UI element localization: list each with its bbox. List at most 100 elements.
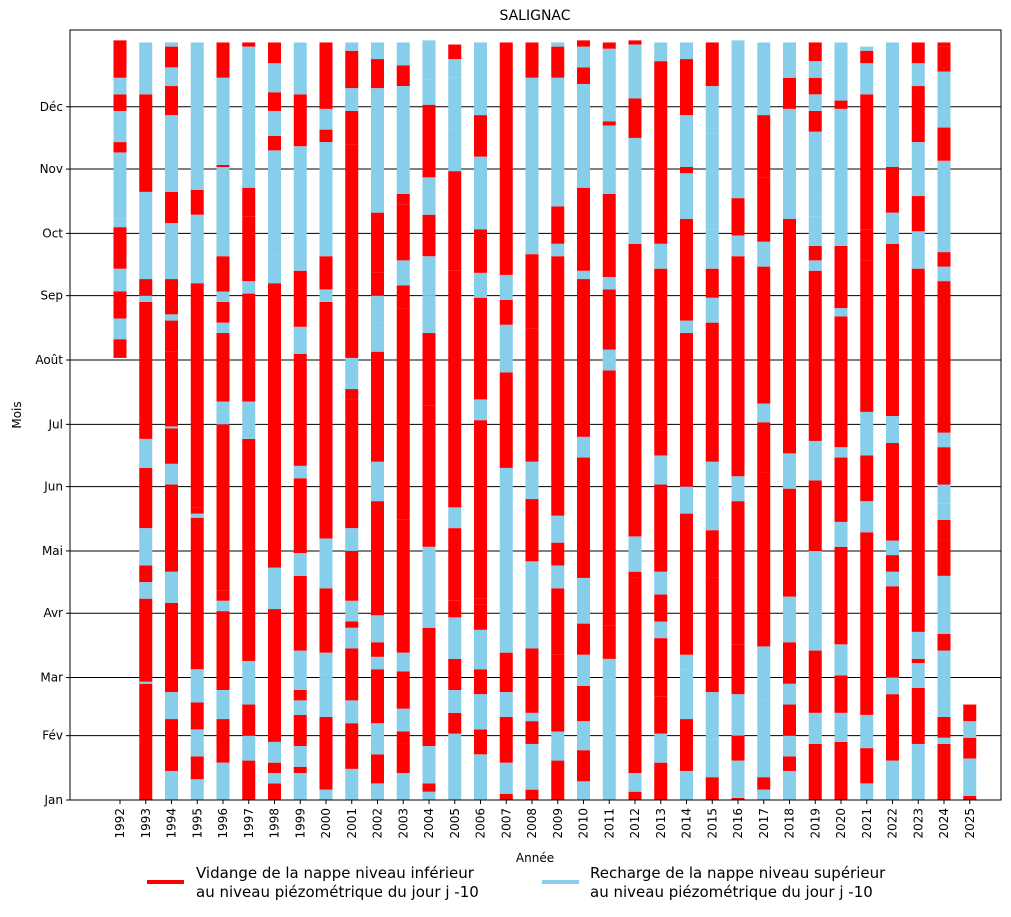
bar-segment-recharge <box>602 48 616 122</box>
bar-segment-vidange <box>216 611 230 690</box>
bar-segment-vidange <box>834 457 848 522</box>
bar-segment-vidange <box>757 550 771 614</box>
bar-segment-recharge <box>268 150 281 255</box>
bar-segment-recharge <box>937 432 951 448</box>
bar-segment-recharge <box>937 71 951 101</box>
bar-segment-vidange <box>474 115 487 157</box>
bar-segment-vidange <box>345 144 359 167</box>
bar-segment-recharge <box>396 652 410 672</box>
bar-segment-recharge <box>577 577 590 624</box>
bar-segment-recharge <box>783 453 796 489</box>
bar-segment-vidange <box>448 712 462 734</box>
bar-2025 <box>963 704 977 800</box>
bar-segment-recharge <box>628 536 642 572</box>
bar-segment-recharge <box>783 621 796 643</box>
bar-segment-vidange <box>808 743 822 800</box>
bar-2003 <box>396 42 410 800</box>
bar-segment-vidange <box>551 588 565 655</box>
legend-label-vidange-line1: Vidange de la nappe niveau inférieur <box>196 864 475 882</box>
bar-segment-vidange <box>654 638 668 697</box>
bar-2019 <box>808 42 822 800</box>
bar-segment-recharge <box>937 606 951 634</box>
x-axis-label: Année <box>516 851 554 865</box>
bar-segment-vidange <box>216 256 230 292</box>
bar-segment-vidange <box>628 577 642 774</box>
y-tick-label: Mai <box>42 544 63 558</box>
bar-segment-vidange <box>757 177 771 242</box>
x-tick-label: 1995 <box>190 808 204 839</box>
bar-segment-vidange <box>165 191 178 224</box>
bar-segment-vidange <box>783 218 796 454</box>
bar-segment-vidange <box>654 484 668 572</box>
x-tick-label: 2011 <box>602 808 616 839</box>
bar-segment-vidange <box>705 322 719 462</box>
bar-segment-vidange <box>525 42 539 78</box>
bar-segment-recharge <box>834 447 848 458</box>
bar-segment-recharge <box>268 254 281 284</box>
bar-segment-vidange <box>242 293 256 402</box>
bar-segment-vidange <box>860 455 874 502</box>
bar-segment-recharge <box>371 295 384 323</box>
bar-segment-vidange <box>474 297 487 400</box>
bar-segment-recharge <box>448 507 462 529</box>
bar-segment-vidange <box>345 723 359 769</box>
bar-segment-vidange <box>474 604 487 630</box>
bar-segment-recharge <box>937 503 951 520</box>
bar-segment-vidange <box>242 438 256 661</box>
bar-segment-vidange <box>937 252 951 267</box>
bar-segment-recharge <box>963 721 977 738</box>
bar-segment-recharge <box>113 77 127 95</box>
bar-segment-vidange <box>216 424 230 591</box>
bar-segment-recharge <box>268 741 281 763</box>
bar-segment-vidange <box>834 100 848 109</box>
bar-segment-recharge <box>422 256 436 296</box>
bar-segment-recharge <box>731 476 745 502</box>
y-tick-label: Déc <box>40 100 63 114</box>
bar-segment-recharge <box>396 708 410 732</box>
bar-segment-recharge <box>680 320 693 334</box>
bar-segment-vidange <box>783 488 796 597</box>
bar-segment-recharge <box>577 436 590 458</box>
y-tick-label: Mar <box>40 671 63 685</box>
x-tick-label: 1998 <box>268 808 282 839</box>
x-tick-label: 2025 <box>963 808 977 839</box>
bar-segment-vidange <box>139 565 153 583</box>
bar-segment-vidange <box>396 519 410 653</box>
bar-segment-vidange <box>911 687 925 744</box>
x-tick-label: 1999 <box>293 808 307 839</box>
bar-segment-recharge <box>654 243 668 269</box>
bar-segment-vidange <box>525 254 539 329</box>
x-tick-label: 2014 <box>680 808 694 839</box>
bar-segment-recharge <box>860 411 874 456</box>
bar-segment-recharge <box>371 42 384 60</box>
bar-segment-recharge <box>705 739 719 778</box>
bar-segment-vidange <box>319 716 333 790</box>
bar-segment-recharge <box>886 416 899 444</box>
bar-segment-recharge <box>834 712 848 742</box>
bar-segment-vidange <box>216 333 230 402</box>
bar-segment-vidange <box>808 650 822 713</box>
bar-segment-recharge <box>705 297 719 323</box>
bar-segment-recharge <box>680 115 693 167</box>
bar-segment-vidange <box>396 285 410 309</box>
bar-segment-vidange <box>628 791 642 800</box>
bar-segment-recharge <box>371 615 384 643</box>
x-tick-label: 2007 <box>499 808 513 839</box>
bar-segment-recharge <box>808 555 822 634</box>
bar-segment-vidange <box>396 671 410 709</box>
bar-segment-recharge <box>216 166 230 257</box>
bars <box>113 40 977 800</box>
bar-segment-vidange <box>165 279 178 315</box>
bar-segment-vidange <box>319 301 333 539</box>
bar-2010 <box>577 40 590 800</box>
bar-segment-vidange <box>319 588 333 653</box>
bar-segment-recharge <box>783 770 796 800</box>
bar-segment-vidange <box>139 467 153 529</box>
bar-segment-vidange <box>474 729 487 755</box>
bar-segment-recharge <box>293 465 307 479</box>
bar-2009 <box>551 42 565 800</box>
bar-segment-recharge <box>422 546 436 628</box>
bar-segment-vidange <box>731 735 745 761</box>
bar-segment-vidange <box>165 86 178 116</box>
bar-segment-recharge <box>319 677 333 717</box>
